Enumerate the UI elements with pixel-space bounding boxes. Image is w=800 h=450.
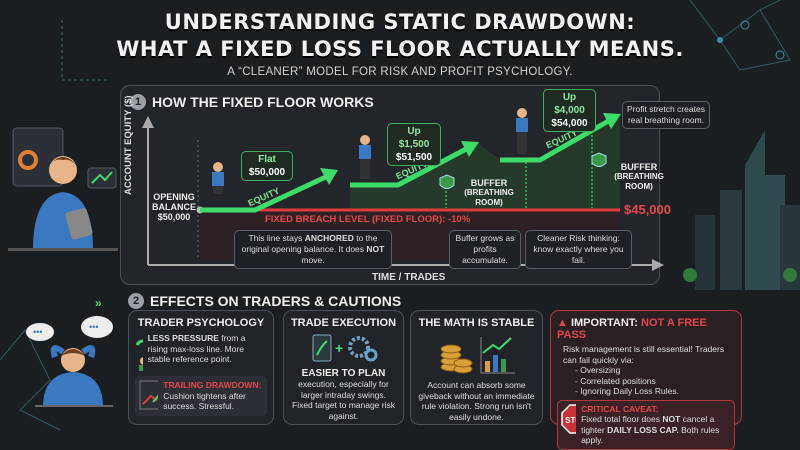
warning-icon: ▲ [557,317,568,329]
important-bullet: Risk management is still essential! Trad… [563,344,725,365]
svg-text:STOP: STOP [565,416,576,425]
svg-text:+: + [335,340,343,356]
y-axis-label: ACCOUNT EQUITY ($) [123,95,134,195]
buffer-zone [350,115,620,210]
callout-up-1500: Up $1,500 $51,500 [387,123,441,166]
card-important: ▲ IMPORTANT: NOT A FREE PASS Risk manage… [550,310,742,450]
shield-icon [439,174,455,189]
section2-heading: 2 EFFECTS ON TRADERS & CAUTIONS [128,293,401,309]
trader-figure [359,135,371,179]
psychology-text: LESS PRESSURE from a rising max-loss lin… [147,333,246,364]
buffer-sublabel: (BREATHING ROOM) [464,188,514,207]
stop-sign-icon: STOP [561,403,577,434]
x-axis-label: TIME / TRADES [372,272,446,283]
opening-label-2: BALANCE [152,202,196,212]
card-title: TRADE EXECUTION [290,317,397,329]
buffer-label: BUFFER [620,162,658,172]
gauge-person-icon [135,339,143,371]
section2-title: EFFECTS ON TRADERS & CAUTIONS [150,293,402,309]
floor-value: $45,000 [624,202,671,217]
buffer-sublabel: (BREATHING ROOM) [614,172,664,191]
trader-figure [516,108,528,154]
buffer-label: BUFFER [470,178,508,188]
cleaner-risk-note: Cleaner Risk thinking: know exactly wher… [525,230,632,269]
shield-icon [591,152,607,167]
card-title: THE MATH IS STABLE [418,317,535,329]
network-decoration [0,0,791,431]
opening-value: $50,000 [157,212,191,222]
trailing-drawdown-box: TRAILING DRAWDOWN: Cushion tightens after… [135,376,267,416]
section-number: 2 [128,293,144,309]
opening-label-1: OPENING [153,192,195,202]
callout-flat: Flat $50,000 [241,151,293,181]
risk-item: - Ignoring Daily Loss Rules. [575,386,679,396]
title-line-1: UNDERSTANDING STATIC DRAWDOWN: [164,10,636,34]
caveat-text: Fixed total floor does NOT cancel a tigh… [581,414,720,445]
card-math-stable: THE MATH IS STABLE Account can absorb so… [410,310,543,425]
trailing-chart-icon [139,380,159,410]
svg-text:•••: ••• [89,322,98,332]
coins-chart-icon [440,337,515,374]
trailing-text: Cushion tightens after success. Stressfu… [163,390,246,412]
profit-stretch-note: Profit stretch creates real breathing ro… [622,101,710,129]
trader-figure [212,162,224,194]
subtitle: A “CLEANER” MODEL FOR RISK AND PROFIT PS… [227,66,573,78]
anchored-note: This line stays ANCHORED to the original… [234,230,392,269]
math-text: Account can absorb some giveback without… [418,380,535,422]
trader-with-tablet-illustration [8,127,118,251]
risk-item: - Correlated positions [575,375,656,386]
floor-label: FIXED BREACH LEVEL (FIXED FLOOR): -10% [265,214,471,225]
title-line-2: WHAT A FIXED LOSS FLOOR ACTUALLY MEANS. [116,37,684,61]
plan-gears-icon: + [312,334,377,362]
section-number: 1 [130,94,146,110]
execution-text: execution, especially for larger intrada… [292,379,395,421]
caveat-title: CRITICAL CAVEAT: [581,403,659,414]
risk-item: - Oversizing [575,365,621,375]
section1-title: HOW THE FIXED FLOOR WORKS [152,94,374,110]
relaxed-trader-illustration: ••• ••• [26,316,113,407]
section1-heading: 1 HOW THE FIXED FLOOR WORKS [130,94,374,110]
equity-line [200,116,614,213]
city-skyline-illustration [683,130,800,290]
card-trade-execution: TRADE EXECUTION + EASIER TO PLAN executi… [283,310,404,425]
card-trader-psychology: TRADER PSYCHOLOGY LESS PRESSURE from a r… [128,310,274,425]
execution-bold: EASIER TO PLAN [301,368,386,379]
chevrons-icon: » [95,296,102,310]
callout-up-4000: Up $4,000 $54,000 [543,89,596,132]
critical-caveat-box: STOP CRITICAL CAVEAT:Fixed total floor d… [557,399,735,450]
important-title: ▲ IMPORTANT: NOT A FREE PASS [557,317,707,341]
svg-text:•••: ••• [33,327,42,337]
buffer-grows-note: Buffer grows as profits accumulate. [449,230,521,269]
trailing-title: TRAILING DRAWDOWN: [163,380,262,390]
card-title: TRADER PSYCHOLOGY [137,317,265,329]
